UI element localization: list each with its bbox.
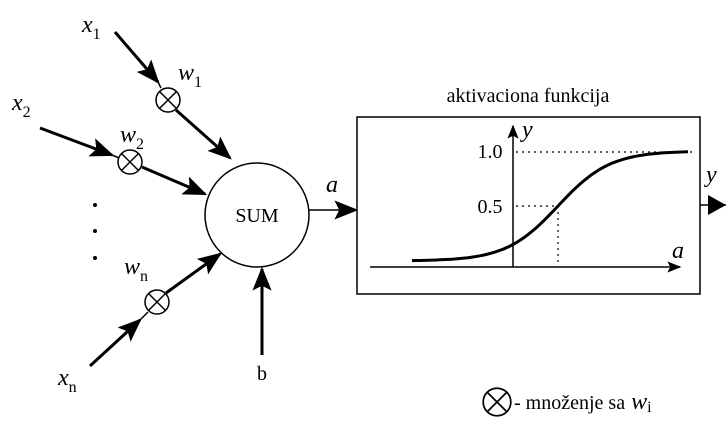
input-label: xn xyxy=(57,365,77,396)
y-axis-label: y xyxy=(520,117,533,143)
weight-label: w2 xyxy=(120,122,144,153)
x-axis-label: a xyxy=(672,238,684,264)
sigmoid-curve xyxy=(411,150,689,263)
activation-title: aktivaciona funkcija xyxy=(447,85,610,107)
input-label: x2 xyxy=(11,90,31,121)
output-label: y xyxy=(704,162,717,188)
weighted-arrow xyxy=(141,165,208,196)
legend-text: - množenje sa wi xyxy=(514,389,652,416)
sum-output-label: a xyxy=(326,172,338,198)
weight-label: wn xyxy=(124,254,148,285)
input-label: x1 xyxy=(81,12,101,43)
connector xyxy=(157,81,162,89)
level-label: 1.0 xyxy=(478,141,503,163)
output-arrowhead xyxy=(708,195,726,215)
multiplier xyxy=(117,149,143,175)
sum-label: SUM xyxy=(235,205,279,227)
bias-label: b xyxy=(257,363,267,385)
ellipsis-dot xyxy=(93,229,97,233)
legend-symbol xyxy=(482,387,512,417)
ellipsis-dot xyxy=(93,203,97,207)
level-label: 0.5 xyxy=(478,196,503,218)
input-arrow xyxy=(39,126,115,157)
multiplier xyxy=(155,87,181,113)
multiplier xyxy=(144,289,170,315)
weight-label: w1 xyxy=(178,60,202,91)
input-arrow xyxy=(88,318,142,368)
weighted-arrow xyxy=(165,252,222,295)
ellipsis-dot xyxy=(93,256,97,260)
weighted-arrow xyxy=(175,108,232,160)
connector xyxy=(139,311,149,321)
connector xyxy=(111,154,120,159)
input-arrow xyxy=(113,31,160,84)
